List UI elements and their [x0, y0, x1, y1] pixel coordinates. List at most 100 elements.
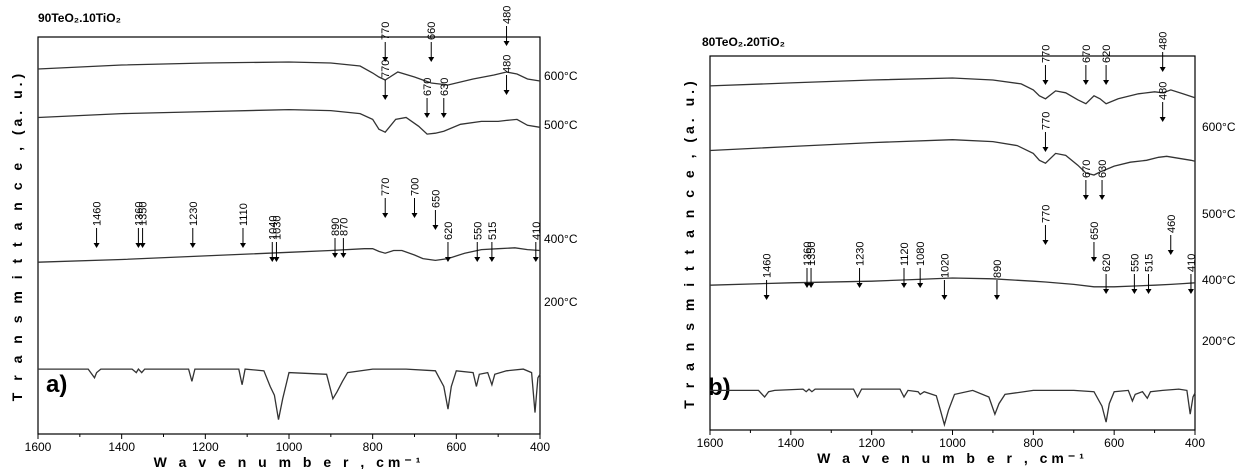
peak-arrowhead: [1042, 240, 1049, 245]
peak-arrowhead: [332, 253, 339, 258]
peak-arrowhead: [432, 225, 439, 230]
series-line-600°C: [709, 77, 1196, 105]
peak-arrowhead: [856, 283, 863, 288]
peak-label: 1080: [915, 242, 927, 266]
peak-arrowhead: [1042, 80, 1049, 85]
peak-label: 410: [531, 222, 543, 240]
peak-label: 1030: [271, 216, 283, 240]
peak-arrowhead: [1042, 147, 1049, 152]
series-label: 200°C: [1202, 334, 1236, 348]
x-tick-label: 1400: [108, 440, 135, 454]
peak-arrowhead: [503, 41, 510, 46]
peak-arrowhead: [1159, 67, 1166, 72]
peak-arrowhead: [1103, 289, 1110, 294]
peak-label: 1120: [899, 242, 911, 266]
peak-label: 670: [422, 78, 434, 96]
peak-arrowhead: [340, 253, 347, 258]
peak-label: 1040: [267, 216, 279, 240]
peak-label: 1460: [92, 202, 104, 226]
peak-arrowhead: [239, 243, 246, 248]
peak-arrowhead: [488, 257, 495, 262]
x-tick-label: 400: [530, 440, 550, 454]
peak-label: 660: [426, 22, 438, 40]
series-label: 400°C: [544, 232, 578, 246]
peak-arrowhead: [763, 295, 770, 300]
panel-label: a): [46, 371, 67, 398]
peak-label: 770: [1040, 205, 1052, 223]
peak-arrowhead: [917, 283, 924, 288]
peak-label: 650: [430, 190, 442, 208]
peak-arrowhead: [1167, 250, 1174, 255]
peak-arrowhead: [1131, 289, 1138, 294]
peak-arrowhead: [1159, 117, 1166, 122]
peak-arrowhead: [440, 113, 447, 118]
peak-arrowhead: [93, 243, 100, 248]
series-line-500°C: [37, 108, 541, 135]
peak-label: 630: [439, 78, 451, 96]
peak-arrowhead: [474, 257, 481, 262]
peak-arrowhead: [1090, 257, 1097, 262]
peak-label: 1360: [133, 202, 145, 226]
peak-label: 870: [338, 218, 350, 236]
peak-label: 620: [1101, 254, 1113, 272]
peak-label: 620: [443, 222, 455, 240]
chart-panel-2: 1600 1400 1200 1000 800 600 400 80TeO₂.20TiO₂ W …: [681, 32, 1236, 466]
peak-arrowhead: [1187, 289, 1194, 294]
peak-label: 890: [992, 260, 1004, 278]
peak-label: 515: [1144, 254, 1156, 272]
peak-label: 1350: [806, 242, 818, 266]
peak-arrowhead: [808, 283, 815, 288]
peak-arrowhead: [532, 257, 539, 262]
peak-label: 550: [472, 222, 484, 240]
peak-label: 670: [1081, 160, 1093, 178]
x-tick-label: 600: [1104, 436, 1124, 450]
peak-arrowhead: [1082, 195, 1089, 200]
x-axis-label: W a v e n u m b e r , cm⁻¹: [817, 450, 1088, 466]
peak-label: 1020: [939, 254, 951, 278]
peak-label: 1230: [188, 202, 200, 226]
peak-label: 770: [1040, 112, 1052, 130]
x-tick-label: 1000: [939, 436, 966, 450]
peak-label: 1110: [238, 203, 250, 226]
peak-arrowhead: [139, 243, 146, 248]
peak-label: 620: [1101, 45, 1113, 63]
x-tick-label: 1200: [858, 436, 885, 450]
peak-label: 670: [1081, 45, 1093, 63]
y-axis-label: T r a n s m i t t a n c e , (a. u.): [681, 77, 697, 408]
peak-label: 630: [1097, 160, 1109, 178]
plot-frame: [709, 55, 1196, 431]
series-line-600°C: [37, 61, 541, 86]
chart-title: 80TeO₂.20TiO₂: [702, 35, 785, 49]
peak-arrowhead: [382, 57, 389, 62]
peak-arrowhead: [1082, 80, 1089, 85]
peak-label: 770: [380, 22, 392, 40]
series-label: 500°C: [1202, 207, 1236, 221]
peak-arrowhead: [1103, 80, 1110, 85]
series-line-200°C: [38, 368, 541, 420]
peak-label: 770: [380, 178, 392, 196]
peak-label: 1360: [802, 242, 814, 266]
peak-label: 770: [1040, 45, 1052, 63]
series-line-400°C: [37, 247, 541, 263]
series-label: 600°C: [544, 69, 578, 83]
series-label: 400°C: [1202, 273, 1236, 287]
peak-label: 890: [330, 218, 342, 236]
chart-panel-1: 1600 1400 1200 1000 800 600 400 90TeO₂.10TiO₂ W …: [9, 6, 578, 469]
x-tick-label: 1600: [697, 436, 724, 450]
x-tick-label: 800: [1023, 436, 1043, 450]
y-axis-label: T r a n s m i t t a n c e , (a. u.): [9, 70, 25, 401]
peak-label: 480: [1158, 32, 1170, 50]
x-tick-label: 1400: [777, 436, 804, 450]
x-tick-label: 600: [446, 440, 466, 454]
panel-label: b): [708, 374, 731, 401]
peak-arrowhead: [411, 213, 418, 218]
series-label: 200°C: [544, 295, 578, 309]
peak-arrowhead: [273, 257, 280, 262]
peak-label: 650: [1089, 222, 1101, 240]
peak-label: 1460: [762, 254, 774, 278]
series-line-400°C: [709, 277, 1196, 288]
series-line-200°C: [710, 388, 1196, 428]
chart-title: 90TeO₂.10TiO₂: [38, 11, 121, 25]
peak-arrowhead: [941, 295, 948, 300]
